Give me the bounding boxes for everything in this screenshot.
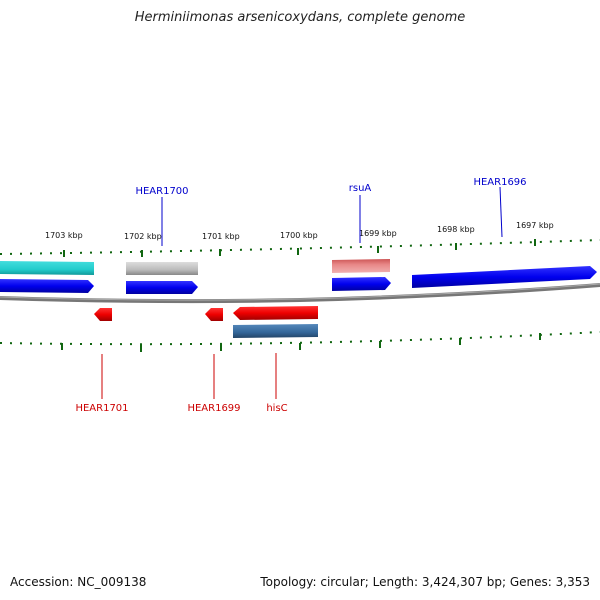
scale-label: 1698 kbp: [437, 225, 475, 234]
inner-tick-ring: [0, 331, 600, 352]
scale-label: 1701 kbp: [202, 232, 240, 241]
gene-label-hear1701: HEAR1701: [75, 403, 128, 414]
cds-reverse-arrow-hear1701: [94, 308, 112, 321]
cds-forward-arrow-hear1700: [126, 281, 198, 294]
scale-label: 1699 kbp: [359, 229, 397, 238]
scale-label: 1700 kbp: [280, 231, 318, 240]
pseudo-feature-gray: [126, 262, 198, 275]
scale-label: 1703 kbp: [45, 231, 83, 240]
scale-label: 1702 kbp: [124, 232, 162, 241]
rna-feature-teal: [0, 261, 94, 275]
bottom-gene-labels: HEAR1701 HEAR1699 hisC: [75, 353, 288, 414]
gene-label-rsua: rsuA: [349, 183, 372, 194]
cds-forward-arrow-hear1696: [412, 266, 597, 288]
gene-label-hear1700: HEAR1700: [135, 186, 188, 197]
cds-forward-arrow-rsua: [332, 277, 391, 291]
outer-tick-ring: [0, 239, 600, 257]
feature-pink: [332, 259, 390, 273]
gene-label-hisc: hisC: [266, 403, 287, 414]
forward-strand-track: [0, 266, 597, 294]
reverse-strand-track: [94, 306, 318, 321]
cds-reverse-arrow-hear1699: [205, 308, 223, 321]
cds-reverse-arrow-hisc: [233, 306, 318, 320]
map-title: Herminiimonas arsenicoxydans, complete g…: [134, 10, 466, 25]
scale-label: 1697 kbp: [516, 221, 554, 230]
accession-label: Accession: NC_009138: [10, 575, 147, 589]
feature-track-top: [0, 259, 390, 275]
genome-backbone: [0, 283, 600, 304]
scale-labels: 1703 kbp 1702 kbp 1701 kbp 1700 kbp 1699…: [45, 221, 554, 241]
feature-steelblue: [233, 324, 318, 338]
top-gene-labels: HEAR1700 rsuA HEAR1696: [135, 177, 527, 246]
gene-label-hear1699: HEAR1699: [187, 403, 240, 414]
genome-summary: Topology: circular; Length: 3,424,307 bp…: [260, 575, 590, 589]
gene-label-hear1696: HEAR1696: [473, 177, 526, 188]
cds-forward-arrow: [0, 279, 94, 293]
